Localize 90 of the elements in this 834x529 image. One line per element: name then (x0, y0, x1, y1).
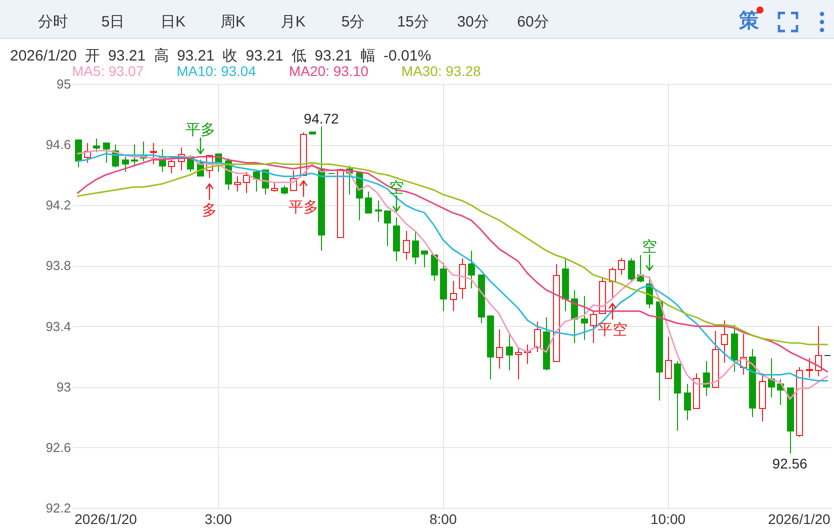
candlestick (365, 191, 372, 214)
candlestick (337, 168, 344, 238)
candlestick (768, 358, 775, 398)
candlestick (487, 315, 494, 380)
candlestick (421, 250, 428, 268)
candlestick (150, 142, 157, 165)
candlestick (815, 326, 822, 377)
candlestick (571, 289, 578, 344)
candlestick (375, 200, 382, 222)
candlestick (590, 310, 597, 344)
y-tick-label: 95 (56, 76, 71, 92)
text: MA30: 93.28 (401, 63, 481, 79)
candlestick (168, 158, 175, 174)
candlestick (253, 170, 260, 192)
candlestick (534, 321, 541, 353)
text: MA10: 93.04 (176, 63, 256, 79)
x-tick-label: 10:00 (650, 511, 686, 527)
line-series (76, 162, 828, 346)
text: 策 (738, 10, 759, 32)
candlestick (759, 372, 766, 422)
candlestick (93, 138, 100, 153)
candlestick (515, 346, 522, 380)
text: MA5: 93.07 (72, 63, 144, 79)
candlestick (609, 266, 616, 298)
text: 60分 (517, 14, 549, 30)
candlestick (506, 332, 513, 371)
candlestick (703, 360, 710, 396)
candlestick (318, 126, 325, 252)
candlestick (450, 280, 457, 312)
text: 日K (160, 14, 186, 30)
candlestick (656, 302, 663, 401)
candlestick (234, 176, 241, 192)
y-tick-label: 92.2 (46, 500, 71, 516)
annotation: 平多 (186, 122, 216, 139)
x-tick-label: 8:00 (430, 511, 457, 527)
candlestick (384, 210, 391, 247)
candlestick (281, 184, 288, 196)
candlestick (796, 366, 803, 438)
y-tick-label: 94.2 (46, 198, 71, 213)
candlestick (103, 142, 110, 164)
y-tick-label: 93.4 (46, 318, 71, 334)
candlestick (618, 258, 625, 276)
candlestick (674, 360, 681, 432)
x-tick-label: 3:00 (204, 511, 232, 527)
text: 5分 (341, 14, 365, 30)
candlestick (440, 262, 447, 312)
candlestick (431, 254, 438, 282)
candlestick (562, 258, 569, 312)
candlestick (628, 258, 635, 283)
y-tick-label: 93.8 (46, 258, 71, 274)
text: 月K (280, 14, 306, 30)
text: 5日 (101, 14, 125, 30)
candlestick (243, 171, 250, 194)
candlestick (684, 383, 691, 421)
candlestick (721, 320, 728, 364)
candlestick (665, 336, 672, 379)
annotation: 空 (642, 238, 657, 256)
text: 分时 (38, 14, 68, 30)
annotation: 平多 (288, 198, 318, 216)
y-tick-label: 94.6 (46, 137, 71, 152)
candlestick (459, 258, 466, 300)
candlestick (806, 358, 813, 378)
text: 周K (220, 14, 246, 30)
candlestick (122, 156, 129, 172)
candlestick (131, 144, 138, 166)
annotation: 多 (202, 202, 217, 219)
text: MA20: 93.10 (289, 63, 369, 79)
candlestick (693, 372, 700, 409)
x-tick-label: 2026/1/20 (74, 511, 138, 527)
candlestick (496, 328, 503, 370)
annotation: 平空 (598, 322, 628, 339)
candlestick (553, 264, 560, 362)
candlestick (712, 330, 719, 388)
annotation: 92.56 (772, 455, 808, 472)
candlestick (393, 216, 400, 262)
chart-subtitle: 2026/1/20 开 93.21 高 93.21 收 93.21 低 93.21 幅 -0.01% (10, 48, 432, 64)
text: 15分 (397, 14, 429, 30)
candlestick (468, 250, 475, 289)
candlestick (581, 296, 588, 340)
candlestick (271, 182, 278, 192)
x-tick-label: 2026/1/20 (768, 511, 831, 527)
annotation: 94.72 (304, 110, 340, 126)
candlestick (309, 132, 316, 134)
y-tick-label: 93 (56, 379, 71, 394)
candlestick (412, 230, 419, 265)
candlestick (787, 388, 794, 454)
candlestick (403, 230, 410, 260)
y-tick-label: 92.6 (46, 440, 71, 455)
text: 30分 (457, 14, 489, 30)
candlestick (731, 324, 738, 372)
